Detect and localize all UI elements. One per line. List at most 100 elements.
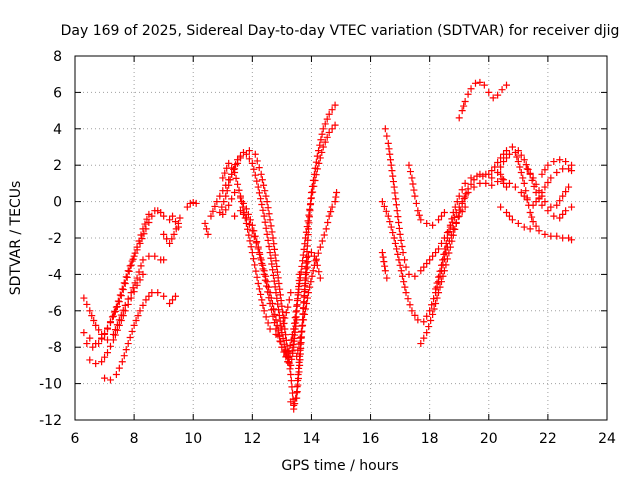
data-point xyxy=(508,143,516,151)
data-point xyxy=(133,281,141,289)
data-point xyxy=(471,79,479,87)
data-point xyxy=(397,267,405,275)
data-point xyxy=(169,296,177,304)
data-point xyxy=(280,348,288,356)
data-point xyxy=(489,94,497,102)
data-point xyxy=(251,232,259,240)
data-point xyxy=(383,274,391,282)
data-point xyxy=(275,280,283,287)
data-point xyxy=(125,267,133,275)
data-point xyxy=(272,257,280,265)
data-point xyxy=(132,317,140,325)
data-point xyxy=(538,170,546,178)
data-point xyxy=(299,310,307,318)
data-point xyxy=(319,143,327,151)
data-point xyxy=(299,251,307,259)
data-point xyxy=(485,170,493,178)
data-point xyxy=(242,205,250,213)
data-point xyxy=(128,257,136,265)
data-point xyxy=(556,214,564,222)
y-tick-label: -2 xyxy=(48,231,62,247)
data-point xyxy=(282,309,290,317)
data-point xyxy=(253,157,261,165)
series-arc-28 xyxy=(523,165,573,211)
data-point xyxy=(528,213,536,221)
data-point xyxy=(293,316,301,324)
data-point xyxy=(231,212,239,220)
data-point xyxy=(532,222,540,230)
data-point xyxy=(384,212,392,220)
data-point xyxy=(209,207,217,215)
series-arc-6 xyxy=(166,292,179,308)
data-point xyxy=(279,308,287,316)
data-point xyxy=(244,225,252,233)
data-point xyxy=(397,236,405,244)
data-point xyxy=(106,342,114,350)
data-point xyxy=(251,171,259,179)
data-point xyxy=(401,283,409,291)
data-point xyxy=(141,220,149,228)
data-point xyxy=(166,216,174,224)
data-point xyxy=(126,262,134,270)
data-point xyxy=(461,203,469,211)
data-point xyxy=(282,353,290,361)
series-arc-4 xyxy=(86,270,147,368)
data-point xyxy=(331,101,339,109)
data-point xyxy=(271,310,279,318)
data-point xyxy=(414,207,422,215)
data-point xyxy=(547,174,555,182)
data-point xyxy=(394,250,402,258)
data-point xyxy=(277,297,285,305)
data-point xyxy=(310,261,318,269)
data-point xyxy=(269,234,277,242)
data-point xyxy=(381,267,389,275)
data-point xyxy=(386,218,394,226)
data-point xyxy=(154,207,162,215)
y-tick-label: -8 xyxy=(48,340,62,356)
y-tick-label: 6 xyxy=(53,85,62,101)
data-point xyxy=(278,302,286,310)
data-point xyxy=(440,250,448,258)
data-point xyxy=(115,298,123,306)
data-point xyxy=(282,331,290,339)
data-point xyxy=(494,158,502,166)
data-point xyxy=(497,163,505,171)
data-point xyxy=(270,277,278,285)
series-arc-10 xyxy=(201,219,212,238)
data-point xyxy=(535,187,543,195)
data-point xyxy=(305,211,313,219)
data-point xyxy=(278,343,286,351)
data-point xyxy=(429,310,437,318)
data-point xyxy=(411,192,419,200)
data-point xyxy=(274,274,282,282)
data-point xyxy=(151,252,159,260)
data-point xyxy=(411,311,419,319)
data-point xyxy=(287,371,295,378)
data-point xyxy=(276,332,284,340)
data-point xyxy=(553,201,561,209)
data-point xyxy=(126,333,134,341)
data-point xyxy=(316,141,324,149)
data-point xyxy=(253,273,261,281)
data-point xyxy=(553,168,561,176)
data-point xyxy=(302,305,310,313)
data-point xyxy=(272,289,280,297)
data-point xyxy=(461,193,469,201)
data-point xyxy=(433,294,441,302)
data-point xyxy=(449,209,457,217)
data-point xyxy=(248,159,256,167)
data-point xyxy=(262,224,270,232)
data-point xyxy=(437,212,445,220)
data-point xyxy=(559,234,567,242)
data-point xyxy=(260,267,268,275)
data-point xyxy=(287,361,295,369)
data-point xyxy=(160,292,168,300)
data-point xyxy=(166,300,174,308)
data-point xyxy=(406,168,414,176)
y-tick-label: 4 xyxy=(53,122,62,138)
data-point xyxy=(389,172,397,180)
data-point xyxy=(433,279,441,287)
data-point xyxy=(331,198,339,206)
data-point xyxy=(429,252,437,260)
